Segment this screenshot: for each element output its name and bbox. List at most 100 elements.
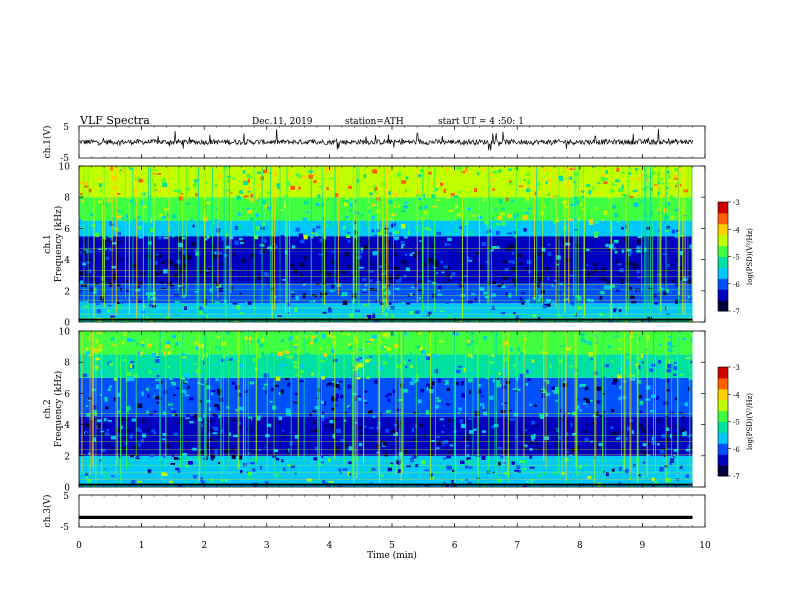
ch2-spec-cell	[109, 445, 112, 450]
ch2-spec-cell	[443, 481, 446, 484]
ch2-spec-cell	[193, 474, 198, 479]
ch1-spec-cell	[250, 217, 255, 222]
ch2-spec-cell	[238, 406, 244, 411]
ch2-spec-cell	[126, 371, 132, 377]
ch1-spec-cell	[300, 239, 305, 244]
ch1-spec-cell	[637, 276, 641, 279]
ch2-spec-cell	[601, 466, 604, 470]
ch1-spec-cell	[599, 295, 603, 301]
ch2-spec-cell	[596, 386, 601, 391]
ch1-spec-cell	[511, 267, 516, 272]
ch2-spec-cell	[673, 449, 678, 452]
ch1-spec-cell	[218, 287, 224, 293]
ch2-spec-colorbar-segment	[718, 425, 728, 428]
ch1-spec-cell	[530, 232, 534, 235]
ch2-spec-cell	[252, 358, 257, 362]
ch1-ytick-label: -5	[60, 154, 69, 164]
ch1-spec-cell	[181, 237, 186, 240]
ch2-spec-cell	[420, 388, 425, 393]
ch1-spec-cell	[393, 252, 397, 257]
ch1-spec-cell	[556, 263, 560, 266]
ch1-spec-cell	[263, 272, 269, 277]
ch2-spec-cell	[432, 354, 435, 357]
ch1-spec-cell	[129, 311, 135, 316]
ch1-spec-cell	[460, 170, 466, 174]
ch1-spec-cell	[440, 266, 444, 270]
ch1-spec-cell	[525, 305, 530, 309]
ch2-spec-cell	[259, 343, 264, 347]
ch1-spec-cell	[507, 232, 513, 235]
ch2-spec-cell	[85, 476, 88, 479]
ch1-spec-cell	[110, 315, 115, 318]
ch2-spec-cell	[470, 332, 475, 335]
ch2-spec-cell	[383, 361, 388, 365]
ch1-spec-cell	[485, 191, 488, 194]
ch1-spec-cell	[364, 310, 370, 315]
ch2-spec-cell	[282, 429, 285, 432]
ch1-spec-cell	[547, 251, 552, 257]
ch2-spec-cell	[331, 381, 335, 383]
ch1-spec-cell	[603, 203, 608, 206]
ch2-spec-cell	[558, 436, 561, 440]
ch2-spec-cell	[460, 460, 465, 465]
ch2-spec-cell	[486, 469, 491, 474]
time-tick-label: 6	[452, 541, 458, 551]
ch1-spec-colorbar-segment	[718, 229, 728, 232]
ch2-spec-cell	[496, 379, 501, 384]
ch1-spec-cell	[573, 228, 578, 231]
ch2-spec-cell	[680, 465, 683, 469]
ch1-spec-cell	[80, 280, 84, 284]
ch2-spec-cell	[605, 472, 609, 477]
ch2-spec-cell	[186, 374, 190, 378]
ch2-spec-cell	[122, 425, 126, 430]
ch2-spec-cell	[158, 351, 164, 355]
ch1-spec-cell	[462, 265, 467, 268]
ch1-spec-cell	[512, 278, 517, 283]
ch1-spec-cell	[565, 242, 571, 246]
ch1-spec-cell	[629, 194, 634, 198]
ch1-spec-cell	[89, 250, 93, 253]
ch2-spec-cell	[409, 381, 415, 385]
ch1-spec-cell	[113, 274, 117, 279]
ch2-spec-cell	[656, 419, 661, 423]
ch2-spec-cell	[565, 480, 568, 484]
ch2-spec-colorbar-segment	[718, 466, 728, 470]
ch1-spec-cell	[343, 212, 347, 216]
ch1-spec-cell	[267, 281, 271, 284]
ch2-spec-cell	[523, 460, 528, 464]
ch1-spec-cell	[614, 213, 618, 218]
ch1-spec-cell	[169, 276, 173, 278]
ch2-spec-cell	[210, 455, 216, 459]
ch1-spec-cell	[290, 263, 295, 267]
ch1-spec-cell	[318, 253, 324, 256]
ch2-spec-cell	[477, 389, 482, 394]
ch1-spec-cell	[84, 305, 88, 308]
ch2-spec-cell	[129, 419, 133, 423]
ch2-spec-cell	[220, 358, 225, 362]
ch2-spec-colorbar-segment	[718, 472, 728, 475]
ch1-spec-cell	[303, 256, 307, 261]
ch1-spec-cell	[165, 316, 171, 320]
ch1-spec-cell	[109, 282, 113, 287]
ch1-spec-colorbar-segment	[718, 303, 728, 307]
ch1-spec-cell	[354, 234, 358, 239]
ch2-spec-cell	[510, 347, 513, 352]
ch2-spec-cell	[579, 409, 583, 412]
ch1-spec-cell	[552, 301, 555, 306]
ch2-spec-colorbar-segment	[718, 372, 728, 375]
ch1-spec-cell	[587, 273, 590, 279]
ch1-spec-cell	[545, 181, 548, 184]
ch2-spec-cell	[438, 388, 442, 391]
ch2-spec-cell	[247, 452, 251, 455]
ch2-spec-colorbar-segment	[718, 388, 728, 392]
ch2-spec-cell	[103, 418, 107, 422]
ch2-spec-colorbar-segment	[718, 401, 728, 404]
ch1-spec-cell	[346, 200, 349, 203]
ch2-spec-cell	[285, 408, 291, 412]
ch1-spec-cell	[152, 189, 157, 192]
ch2-spec-cell	[411, 377, 415, 381]
ch1-spec-cell	[213, 254, 219, 259]
ch2-spec-cell	[313, 457, 318, 461]
ch1-spec-cell	[180, 194, 185, 199]
ch1-spec-cell	[466, 207, 471, 211]
